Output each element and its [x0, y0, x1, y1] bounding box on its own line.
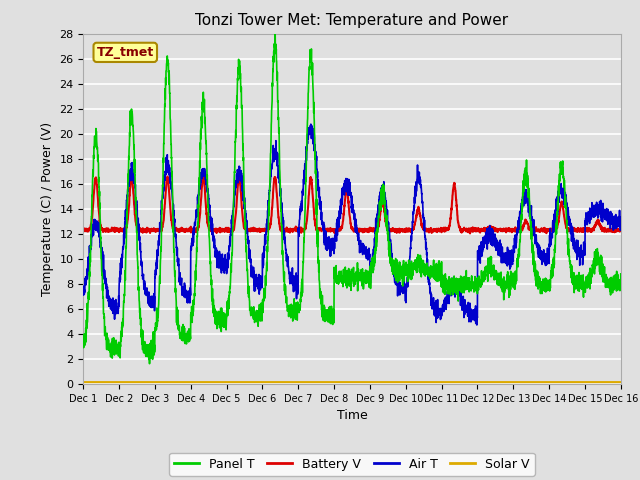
- Title: Tonzi Tower Met: Temperature and Power: Tonzi Tower Met: Temperature and Power: [195, 13, 509, 28]
- Legend: Panel T, Battery V, Air T, Solar V: Panel T, Battery V, Air T, Solar V: [170, 453, 534, 476]
- Text: TZ_tmet: TZ_tmet: [97, 46, 154, 59]
- Y-axis label: Temperature (C) / Power (V): Temperature (C) / Power (V): [41, 122, 54, 296]
- X-axis label: Time: Time: [337, 409, 367, 422]
